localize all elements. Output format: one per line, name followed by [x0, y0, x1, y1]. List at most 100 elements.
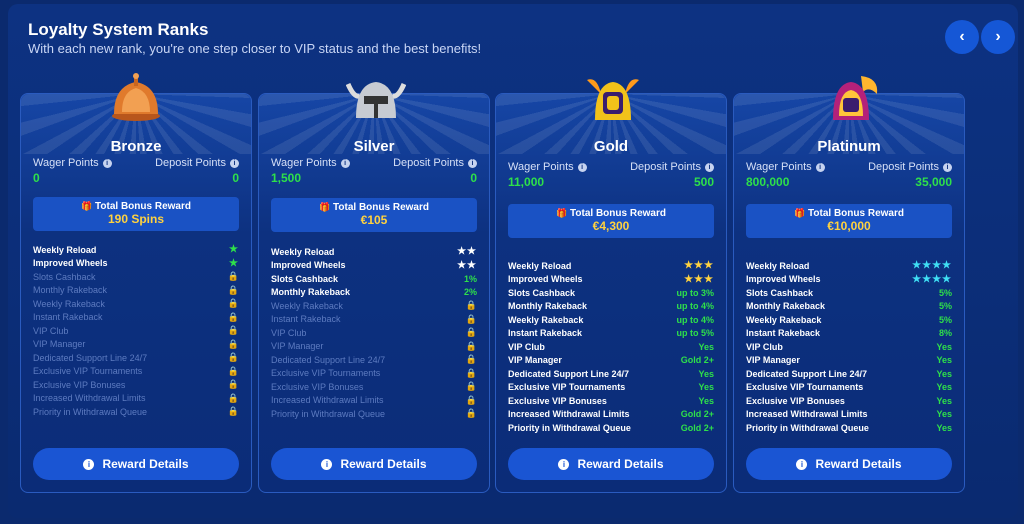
page-subtitle: With each new rank, you're one step clos… — [28, 41, 482, 56]
gift-icon: 🎁 — [794, 208, 806, 218]
info-icon[interactable]: i — [705, 162, 714, 172]
feature-row: VIP Club Yes — [508, 340, 714, 354]
deposit-points-label: Deposit Points i — [155, 157, 239, 169]
feature-row: Improved Wheels ★ — [33, 257, 239, 271]
deposit-label-text: Deposit Points — [868, 161, 939, 173]
points-labels: Wager Points i Deposit Points i — [508, 161, 714, 173]
feature-label: VIP Club — [508, 341, 545, 352]
info-icon[interactable]: i — [815, 162, 825, 172]
rank-name: Platinum — [817, 138, 881, 155]
feature-label: Monthly Rakeback — [746, 301, 826, 312]
feature-label: VIP Club — [33, 325, 69, 336]
star-rating-icon: ★★★ — [684, 273, 714, 285]
reward-details-button[interactable]: i Reward Details — [33, 448, 239, 480]
info-icon[interactable]: i — [577, 162, 587, 172]
feature-label: Dedicated Support Line 24/7 — [33, 352, 148, 363]
feature-row: Dedicated Support Line 24/7 Yes — [746, 367, 952, 381]
feature-value: Yes — [936, 341, 952, 352]
star-rating-icon: ★★ — [457, 259, 477, 271]
prev-button[interactable]: ‹ — [945, 20, 979, 54]
feature-label: Slots Cashback — [746, 287, 814, 298]
bonus-label-text: Total Bonus Reward — [333, 202, 429, 213]
feature-row: Monthly Rakeback up to 4% — [508, 300, 714, 314]
feature-value: 5% — [938, 314, 952, 325]
lock-icon: 🔒 — [227, 406, 239, 417]
feature-value: Gold 2+ — [680, 422, 714, 433]
feature-label: Exclusive VIP Bonuses — [271, 381, 364, 392]
info-icon[interactable]: i — [943, 162, 952, 172]
lock-icon: 🔒 — [227, 365, 239, 376]
wager-points-value: 1,500 — [271, 171, 302, 185]
feature-value: Yes — [698, 382, 714, 393]
rank-name: Gold — [593, 138, 629, 155]
feature-row: Increased Withdrawal Limits 🔒 — [271, 394, 477, 408]
feature-label: Improved Wheels — [508, 274, 583, 285]
feature-row: Weekly Reload ★ — [33, 243, 239, 257]
rank-card-silver: Silver Wager Points i Deposit Points i 1,500 0… — [258, 82, 490, 493]
platinum-helmet-icon — [821, 72, 878, 126]
lock-icon: 🔒 — [227, 379, 239, 390]
star-rating-icon: ★★★★ — [912, 273, 952, 285]
deposit-label-text: Deposit Points — [155, 157, 226, 169]
feature-row: Monthly Rakeback 5% — [746, 300, 952, 314]
feature-label: Increased Withdrawal Limits — [508, 409, 630, 420]
gift-icon: 🎁 — [319, 202, 331, 212]
feature-value: Yes — [698, 341, 714, 352]
points-labels: Wager Points i Deposit Points i — [746, 161, 952, 173]
info-icon: i — [558, 458, 570, 470]
bonus-reward-label: 🎁 Total Bonus Reward — [33, 201, 239, 212]
info-icon[interactable]: i — [230, 158, 239, 168]
feature-list: Weekly Reload ★★★ Improved Wheels ★★★ Slots … — [508, 259, 714, 435]
lock-icon: 🔒 — [465, 354, 477, 365]
feature-value: Yes — [936, 382, 952, 393]
feature-label: Weekly Reload — [508, 260, 572, 271]
feature-label: Priority in Withdrawal Queue — [33, 406, 148, 417]
feature-row: Weekly Rakeback 5% — [746, 313, 952, 327]
deposit-points-label: Deposit Points i — [630, 161, 714, 173]
feature-label: Improved Wheels — [271, 260, 346, 271]
feature-label: Slots Cashback — [508, 287, 576, 298]
feature-label: Weekly Reload — [271, 246, 335, 257]
feature-value: 5% — [938, 287, 952, 298]
feature-row: Exclusive VIP Bonuses 🔒 — [33, 378, 239, 392]
rank-name: Bronze — [110, 138, 162, 155]
reward-details-button[interactable]: i Reward Details — [746, 448, 952, 480]
lock-icon: 🔒 — [465, 340, 477, 351]
feature-label: Exclusive VIP Tournaments — [271, 368, 381, 379]
feature-value: up to 4% — [676, 301, 715, 312]
feature-row: VIP Club 🔒 — [33, 324, 239, 338]
lock-icon: 🔒 — [227, 298, 239, 309]
wager-label-text: Wager Points — [33, 157, 99, 169]
info-icon[interactable]: i — [468, 158, 477, 168]
reward-details-button[interactable]: i Reward Details — [508, 448, 714, 480]
deposit-points-value: 0 — [232, 171, 239, 185]
feature-row: Weekly Reload ★★★ — [508, 259, 714, 273]
feature-label: Exclusive VIP Bonuses — [33, 379, 126, 390]
bonus-reward-value: 190 Spins — [107, 212, 165, 226]
points-labels: Wager Points i Deposit Points i — [33, 157, 239, 169]
feature-row: Weekly Rakeback up to 4% — [508, 313, 714, 327]
info-icon[interactable]: i — [102, 158, 112, 168]
feature-row: Slots Cashback 5% — [746, 286, 952, 300]
feature-row: VIP Manager Yes — [746, 354, 952, 368]
feature-label: Slots Cashback — [271, 273, 339, 284]
chevron-left-icon: ‹ — [959, 28, 965, 45]
bronze-helmet-icon — [108, 72, 164, 126]
feature-label: Weekly Reload — [33, 244, 97, 255]
reward-details-label: Reward Details — [815, 457, 902, 471]
feature-label: Dedicated Support Line 24/7 — [746, 368, 868, 379]
next-button[interactable]: › — [981, 20, 1015, 54]
feature-label: VIP Club — [746, 341, 783, 352]
feature-label: Exclusive VIP Tournaments — [33, 366, 143, 377]
feature-row: Increased Withdrawal Limits Gold 2+ — [508, 408, 714, 422]
feature-row: Priority in Withdrawal Queue Yes — [746, 421, 952, 435]
reward-details-button[interactable]: i Reward Details — [271, 448, 477, 480]
feature-value: up to 3% — [676, 287, 715, 298]
info-icon[interactable]: i — [340, 158, 350, 168]
feature-row: Weekly Rakeback 🔒 — [33, 297, 239, 311]
rank-card-gold: Gold Wager Points i Deposit Points i 11,000 50… — [495, 79, 727, 493]
feature-value: Yes — [698, 368, 714, 379]
lock-icon: 🔒 — [227, 392, 239, 403]
feature-row: Exclusive VIP Tournaments 🔒 — [271, 367, 477, 381]
feature-row: VIP Manager 🔒 — [33, 338, 239, 352]
